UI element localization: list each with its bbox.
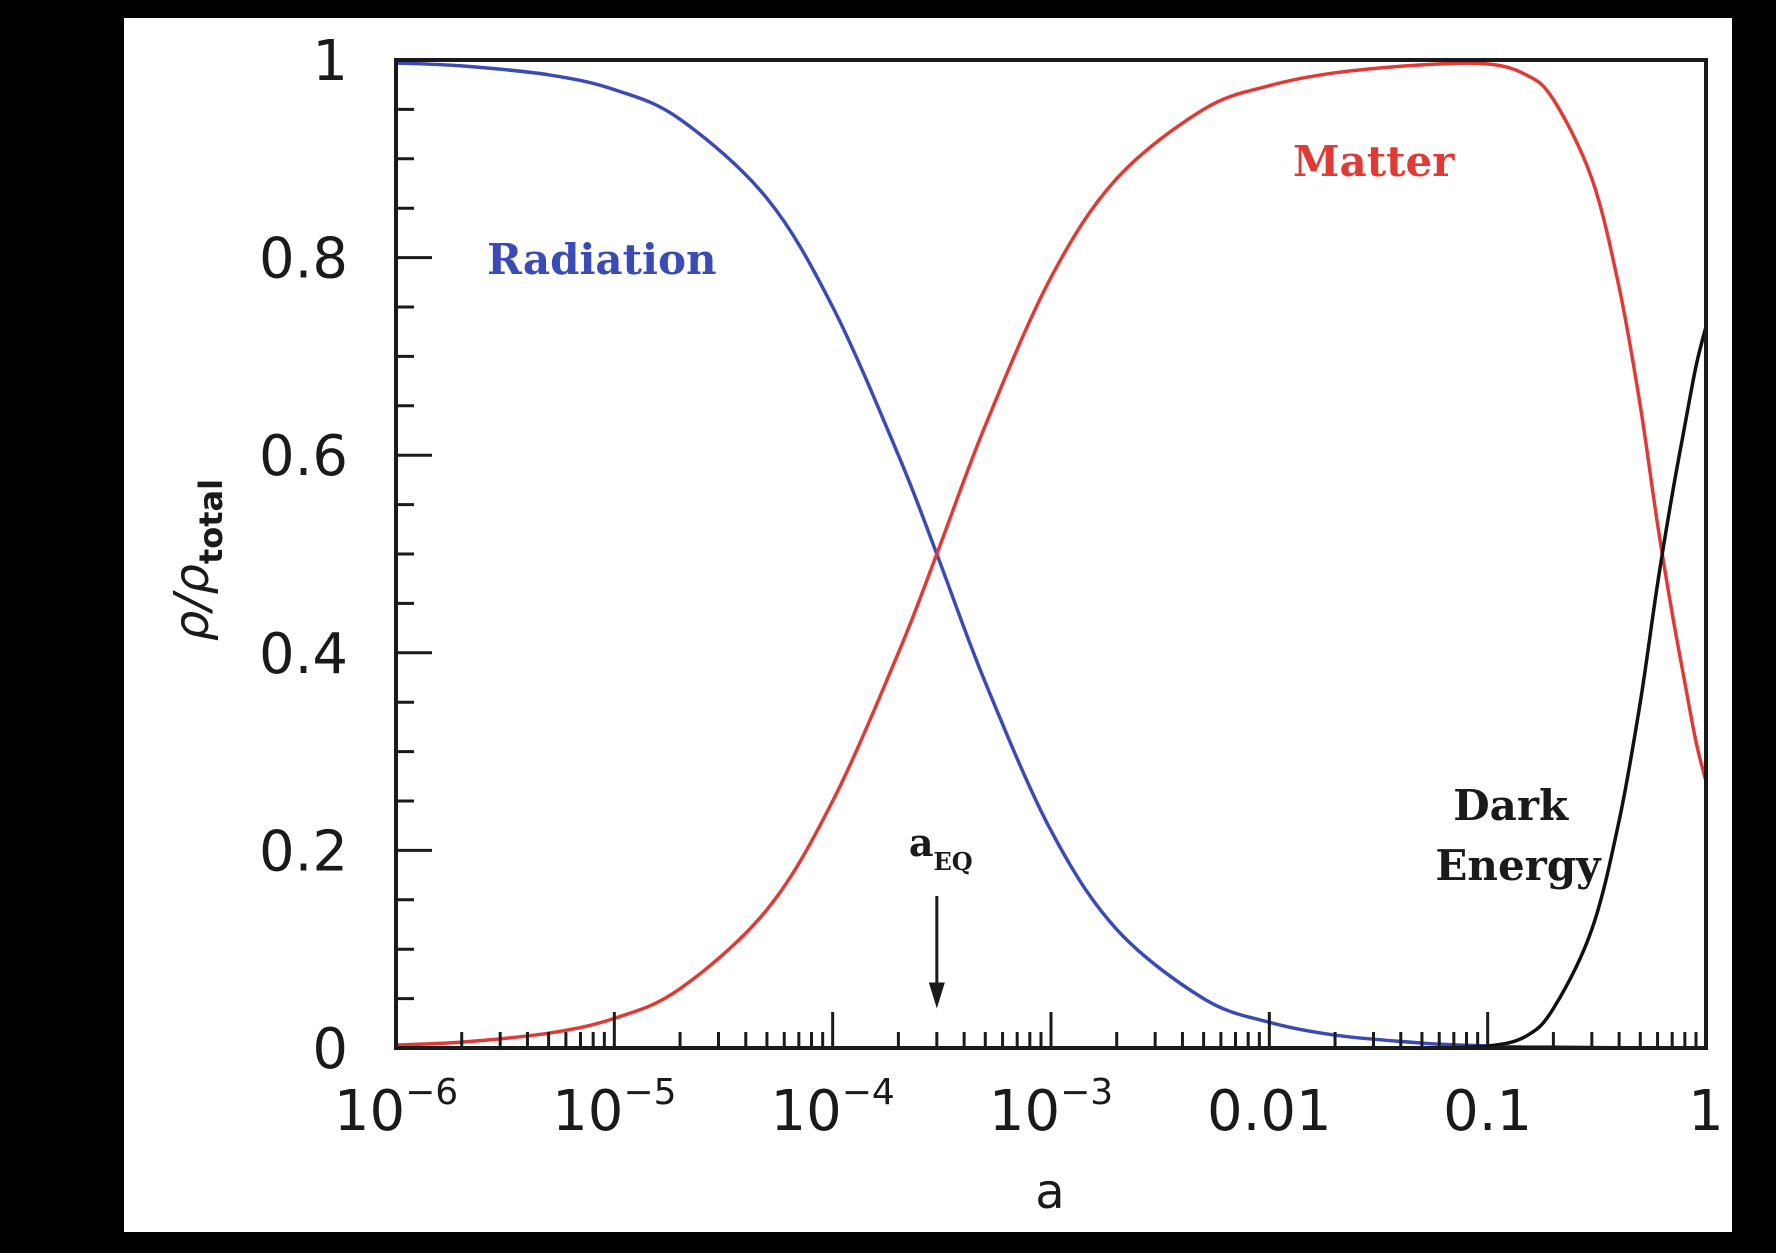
y-axis-label: ρ/ρtotal: [164, 479, 230, 641]
y-tick-label: 0: [312, 1017, 348, 1082]
x-tick-label-base: 10: [989, 1079, 1060, 1144]
x-tick-label: 1: [1688, 1079, 1724, 1144]
y-tick-label: 0.2: [259, 819, 348, 884]
x-tick-label: 0.1: [1443, 1079, 1532, 1144]
y-tick-label: 1: [312, 29, 348, 94]
x-tick-label-exponent: −3: [1060, 1072, 1113, 1113]
aeq-label-base: a: [909, 820, 934, 865]
x-tick-label: 10−4: [770, 1072, 894, 1144]
aeq-label-subscript: EQ: [933, 847, 972, 876]
x-tick-label-base: 1: [1688, 1079, 1724, 1144]
x-tick-label: 10−6: [334, 1072, 458, 1144]
y-tick-label: 0.6: [259, 424, 348, 489]
x-tick-label-base: 10: [552, 1079, 623, 1144]
series-label-matter: Matter: [1293, 137, 1455, 186]
x-tick-label: 10−5: [552, 1072, 676, 1144]
x-tick-label-base: 10: [770, 1079, 841, 1144]
x-tick-label-exponent: −6: [405, 1072, 458, 1113]
x-tick-label-base: 0.1: [1443, 1079, 1532, 1144]
series-label-dark-energy-line-2: Energy: [1435, 841, 1602, 890]
x-tick-label-exponent: −5: [623, 1072, 676, 1113]
x-tick-label-base: 0.01: [1207, 1079, 1332, 1144]
series-label-dark-energy-line-1: Dark: [1453, 781, 1569, 830]
aeq-arrow: [928, 896, 945, 1009]
y-axis-label-base: ρ/ρ: [164, 564, 220, 641]
x-axis: 10−6 10−5 10−4 10−3 0.01 0.1 1: [334, 1012, 1724, 1144]
y-tick-label: 0.4: [259, 622, 348, 687]
aeq-arrow-head: [928, 982, 945, 1009]
aeq-label: aEQ: [909, 820, 973, 876]
x-tick-label-exponent: −4: [842, 1072, 895, 1113]
series-label-radiation: Radiation: [487, 235, 717, 284]
series-line-matter: [395, 61, 1708, 1047]
x-axis-label: a: [1035, 1164, 1064, 1220]
series-label-dark-energy: Dark Energy: [1435, 781, 1602, 890]
y-axis-label-subscript: total: [192, 479, 230, 564]
x-tick-label: 0.01: [1207, 1079, 1332, 1144]
y-axis: 0 0.2 0.4 0.6 0.8 1: [259, 29, 432, 1082]
x-tick-label: 10−3: [989, 1072, 1113, 1144]
y-tick-label: 0.8: [259, 227, 348, 292]
chart-background: [124, 18, 1732, 1232]
x-tick-label-base: 10: [334, 1079, 405, 1144]
